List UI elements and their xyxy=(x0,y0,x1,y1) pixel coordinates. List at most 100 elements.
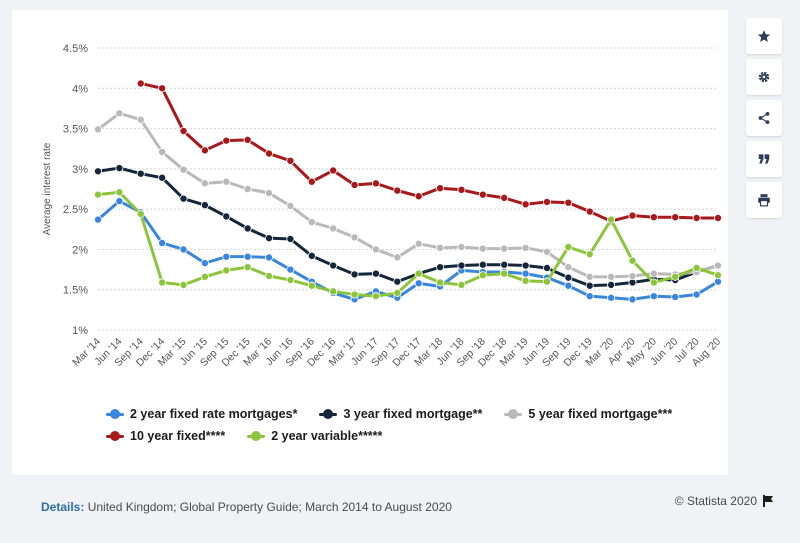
data-point xyxy=(500,193,509,202)
y-tick-label: 4.5% xyxy=(63,43,88,55)
data-point xyxy=(329,166,338,175)
star-icon xyxy=(757,30,771,42)
data-point xyxy=(222,266,231,275)
data-point xyxy=(542,247,551,256)
print-button[interactable] xyxy=(746,182,782,218)
data-point xyxy=(671,272,680,281)
legend-item-10yr-fixed[interactable]: 10 year fixed**** xyxy=(106,429,225,443)
legend-label: 2 year fixed rate mortgages* xyxy=(130,407,298,421)
cite-button[interactable] xyxy=(746,141,782,177)
data-point xyxy=(564,243,573,252)
share-icon xyxy=(758,112,770,124)
data-point xyxy=(564,198,573,207)
data-point xyxy=(243,135,252,144)
data-point xyxy=(457,185,466,194)
data-point xyxy=(564,263,573,272)
data-point xyxy=(521,243,530,252)
statista-credit[interactable]: © Statista 2020 xyxy=(675,494,774,508)
data-point xyxy=(222,252,231,261)
data-point xyxy=(393,253,402,262)
data-point xyxy=(158,173,167,182)
data-point xyxy=(94,125,103,134)
data-point xyxy=(457,261,466,270)
favorite-button[interactable] xyxy=(746,18,782,54)
data-point xyxy=(585,250,594,259)
y-tick-label: 2.5% xyxy=(63,204,88,216)
data-point xyxy=(286,265,295,274)
data-point xyxy=(200,272,209,281)
data-point xyxy=(564,281,573,290)
data-point xyxy=(500,269,509,278)
data-point xyxy=(521,269,530,278)
data-point xyxy=(414,239,423,248)
series-line xyxy=(96,166,720,288)
series-line xyxy=(139,81,720,223)
y-tick-label: 1.5% xyxy=(63,285,88,297)
data-point xyxy=(607,215,616,224)
data-point xyxy=(329,224,338,233)
data-point xyxy=(286,234,295,243)
data-point xyxy=(158,238,167,247)
data-point xyxy=(692,263,701,272)
data-point xyxy=(628,211,637,220)
data-point xyxy=(179,194,188,203)
data-point xyxy=(649,292,658,301)
legend-item-2yr-fixed[interactable]: 2 year fixed rate mortgages* xyxy=(106,407,297,421)
data-point xyxy=(350,180,359,189)
data-point xyxy=(628,295,637,304)
data-point xyxy=(607,293,616,302)
data-point xyxy=(179,126,188,135)
data-point xyxy=(243,224,252,233)
details-text[interactable]: United Kingdom; Global Property Guide; M… xyxy=(87,500,452,514)
data-point xyxy=(158,278,167,287)
data-point xyxy=(692,214,701,223)
data-point xyxy=(628,272,637,281)
data-point xyxy=(350,290,359,299)
data-point xyxy=(136,209,145,218)
data-point xyxy=(265,272,274,281)
gear-icon xyxy=(758,71,770,83)
legend-label: 10 year fixed**** xyxy=(130,429,226,443)
credit-text: © Statista 2020 xyxy=(674,494,757,508)
y-tick-label: 1% xyxy=(72,325,88,337)
data-point xyxy=(371,269,380,278)
settings-button[interactable] xyxy=(746,59,782,95)
flag-icon xyxy=(763,495,773,507)
data-point xyxy=(628,256,637,265)
data-point xyxy=(200,179,209,188)
data-point xyxy=(436,243,445,252)
data-point xyxy=(371,179,380,188)
series-line xyxy=(96,190,720,298)
data-point xyxy=(243,184,252,193)
legend-item-5yr-fixed[interactable]: 5 year fixed mortgage*** xyxy=(504,407,672,421)
data-point xyxy=(115,109,124,118)
data-point xyxy=(222,136,231,145)
legend-label: 2 year variable***** xyxy=(271,429,383,443)
data-point xyxy=(286,276,295,285)
data-point xyxy=(265,149,274,158)
legend-item-2yr-variable[interactable]: 2 year variable***** xyxy=(247,429,382,443)
legend-label: 5 year fixed mortgage*** xyxy=(528,407,673,421)
data-point xyxy=(94,167,103,176)
data-point xyxy=(542,277,551,286)
data-point xyxy=(714,214,723,223)
legend-row-1: 2 year fixed rate mortgages* 3 year fixe… xyxy=(106,403,726,425)
data-point xyxy=(714,271,723,280)
legend-label: 3 year fixed mortgage** xyxy=(343,407,483,421)
data-point xyxy=(414,269,423,278)
data-point xyxy=(265,189,274,198)
data-point xyxy=(329,287,338,296)
data-point xyxy=(457,243,466,252)
y-tick-label: 3.5% xyxy=(63,124,88,136)
data-point xyxy=(692,290,701,299)
data-point xyxy=(478,244,487,253)
data-point xyxy=(179,245,188,254)
data-point xyxy=(115,188,124,197)
data-point xyxy=(243,252,252,261)
data-point xyxy=(436,184,445,193)
data-point xyxy=(136,169,145,178)
legend-item-3yr-fixed[interactable]: 3 year fixed mortgage** xyxy=(319,407,482,421)
share-button[interactable] xyxy=(746,100,782,136)
data-point xyxy=(200,259,209,268)
data-point xyxy=(307,218,316,227)
